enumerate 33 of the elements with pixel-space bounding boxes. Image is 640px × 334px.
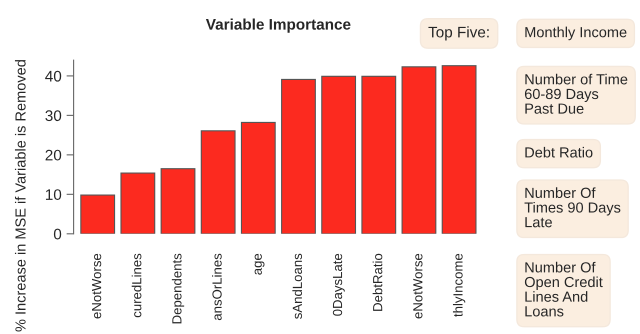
x-tick-label: 0DaysLate — [332, 254, 345, 316]
x-tick-label: sAndLoans — [292, 254, 302, 319]
bar — [321, 76, 356, 234]
y-tick-label: 40 — [45, 70, 62, 82]
x-tick-label: eNotWorse — [92, 254, 102, 318]
y-tick-label: 30 — [45, 110, 62, 122]
x-tick-label: age — [254, 254, 264, 275]
text: Number Of Times 90 Days Late — [524, 187, 620, 228]
bar — [281, 78, 316, 234]
x-tick-label: Dependents — [172, 254, 184, 324]
y-tick-label: 10 — [46, 189, 62, 200]
bar — [361, 76, 396, 234]
text: Debt Ratio — [525, 146, 592, 158]
bar — [200, 130, 236, 234]
bar — [120, 172, 156, 234]
x-tick-label: curedLines — [132, 254, 142, 318]
text: Number of Time 60-89 Days Past Due — [524, 74, 628, 114]
x-tick-label: DebtRatio — [372, 254, 382, 311]
text: Number Of Open Credit Lines And Loans — [524, 262, 603, 316]
bar — [240, 122, 276, 234]
x-tick-label: ansOrLines — [212, 254, 222, 320]
text: Top Five: — [428, 26, 489, 41]
x-tick-label: thlyIncome — [452, 254, 466, 317]
bar — [402, 66, 436, 234]
y-tick-label: 20 — [46, 150, 62, 161]
text: Monthly Income — [525, 26, 626, 40]
y-tick-label: 0 — [54, 228, 62, 240]
y-axis-title: % Increase in MSE if Variable is Removed — [14, 60, 26, 332]
chart-title: Variable Importance — [206, 18, 350, 33]
bar — [80, 194, 116, 234]
bar — [160, 168, 196, 234]
x-tick-label: eNotWorse — [413, 254, 422, 318]
bar — [442, 65, 477, 234]
